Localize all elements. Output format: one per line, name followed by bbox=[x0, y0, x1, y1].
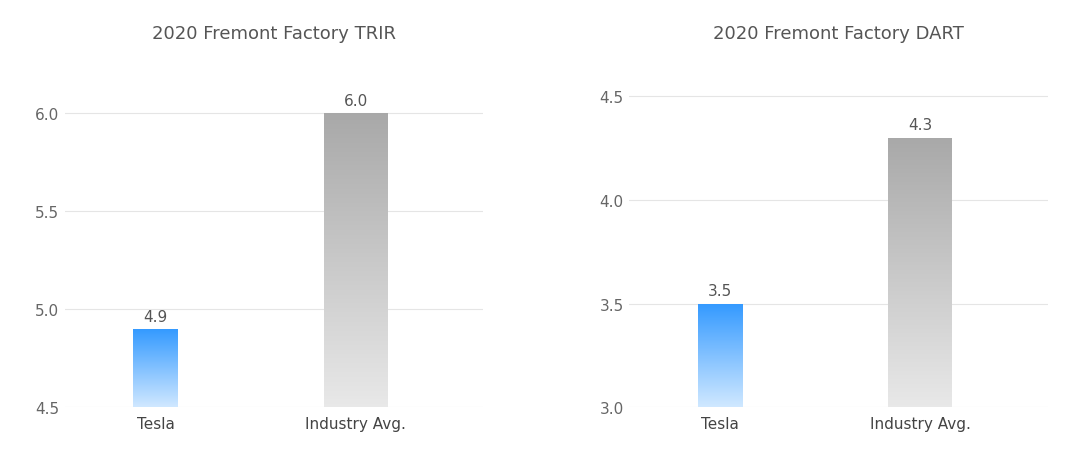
Text: 4.3: 4.3 bbox=[908, 118, 932, 133]
Text: 3.5: 3.5 bbox=[708, 284, 732, 299]
Title: 2020 Fremont Factory DART: 2020 Fremont Factory DART bbox=[713, 25, 964, 43]
Text: 6.0: 6.0 bbox=[343, 94, 368, 109]
Title: 2020 Fremont Factory TRIR: 2020 Fremont Factory TRIR bbox=[152, 25, 396, 43]
Text: 4.9: 4.9 bbox=[144, 309, 167, 324]
